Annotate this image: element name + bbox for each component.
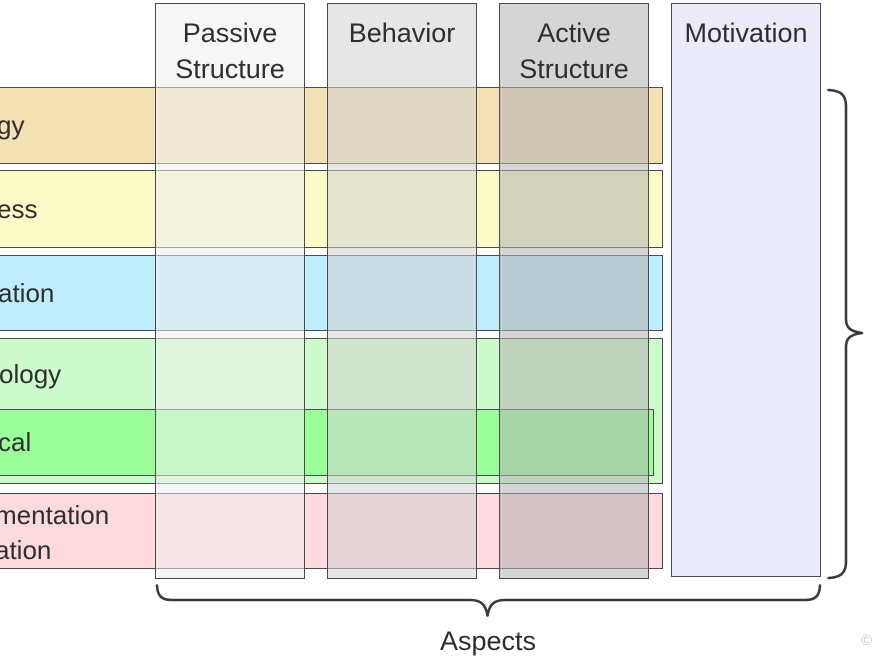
layer-row-strategy-label: gy [0, 110, 25, 140]
aspect-column-behavior-label: Behavior [348, 18, 456, 48]
aspects-label: Aspects [439, 626, 537, 656]
layers-brace [827, 88, 864, 580]
aspect-column-active-structure: Active Structure [499, 3, 649, 579]
aspect-column-behavior: Behavior [327, 3, 477, 579]
layer-row-business-label: ess [0, 193, 38, 224]
aspect-column-motivation: Motivation [671, 3, 821, 577]
layer-row-implementation-migration-label: mentation ation [0, 499, 110, 565]
aspect-column-motivation-label: Motivation [684, 18, 808, 48]
aspect-column-passive-structure: Passive Structure [155, 3, 305, 579]
layer-row-technology-label: ology [0, 359, 62, 389]
aspect-column-active-structure-label: Active Structure [519, 18, 629, 84]
layer-row-application-label: ation [0, 277, 55, 308]
layer-row-physical-label: cal [0, 427, 32, 457]
aspect-column-passive-structure-label: Passive Structure [175, 18, 285, 84]
copyright-mark: © [861, 632, 873, 649]
aspects-brace [155, 584, 822, 617]
